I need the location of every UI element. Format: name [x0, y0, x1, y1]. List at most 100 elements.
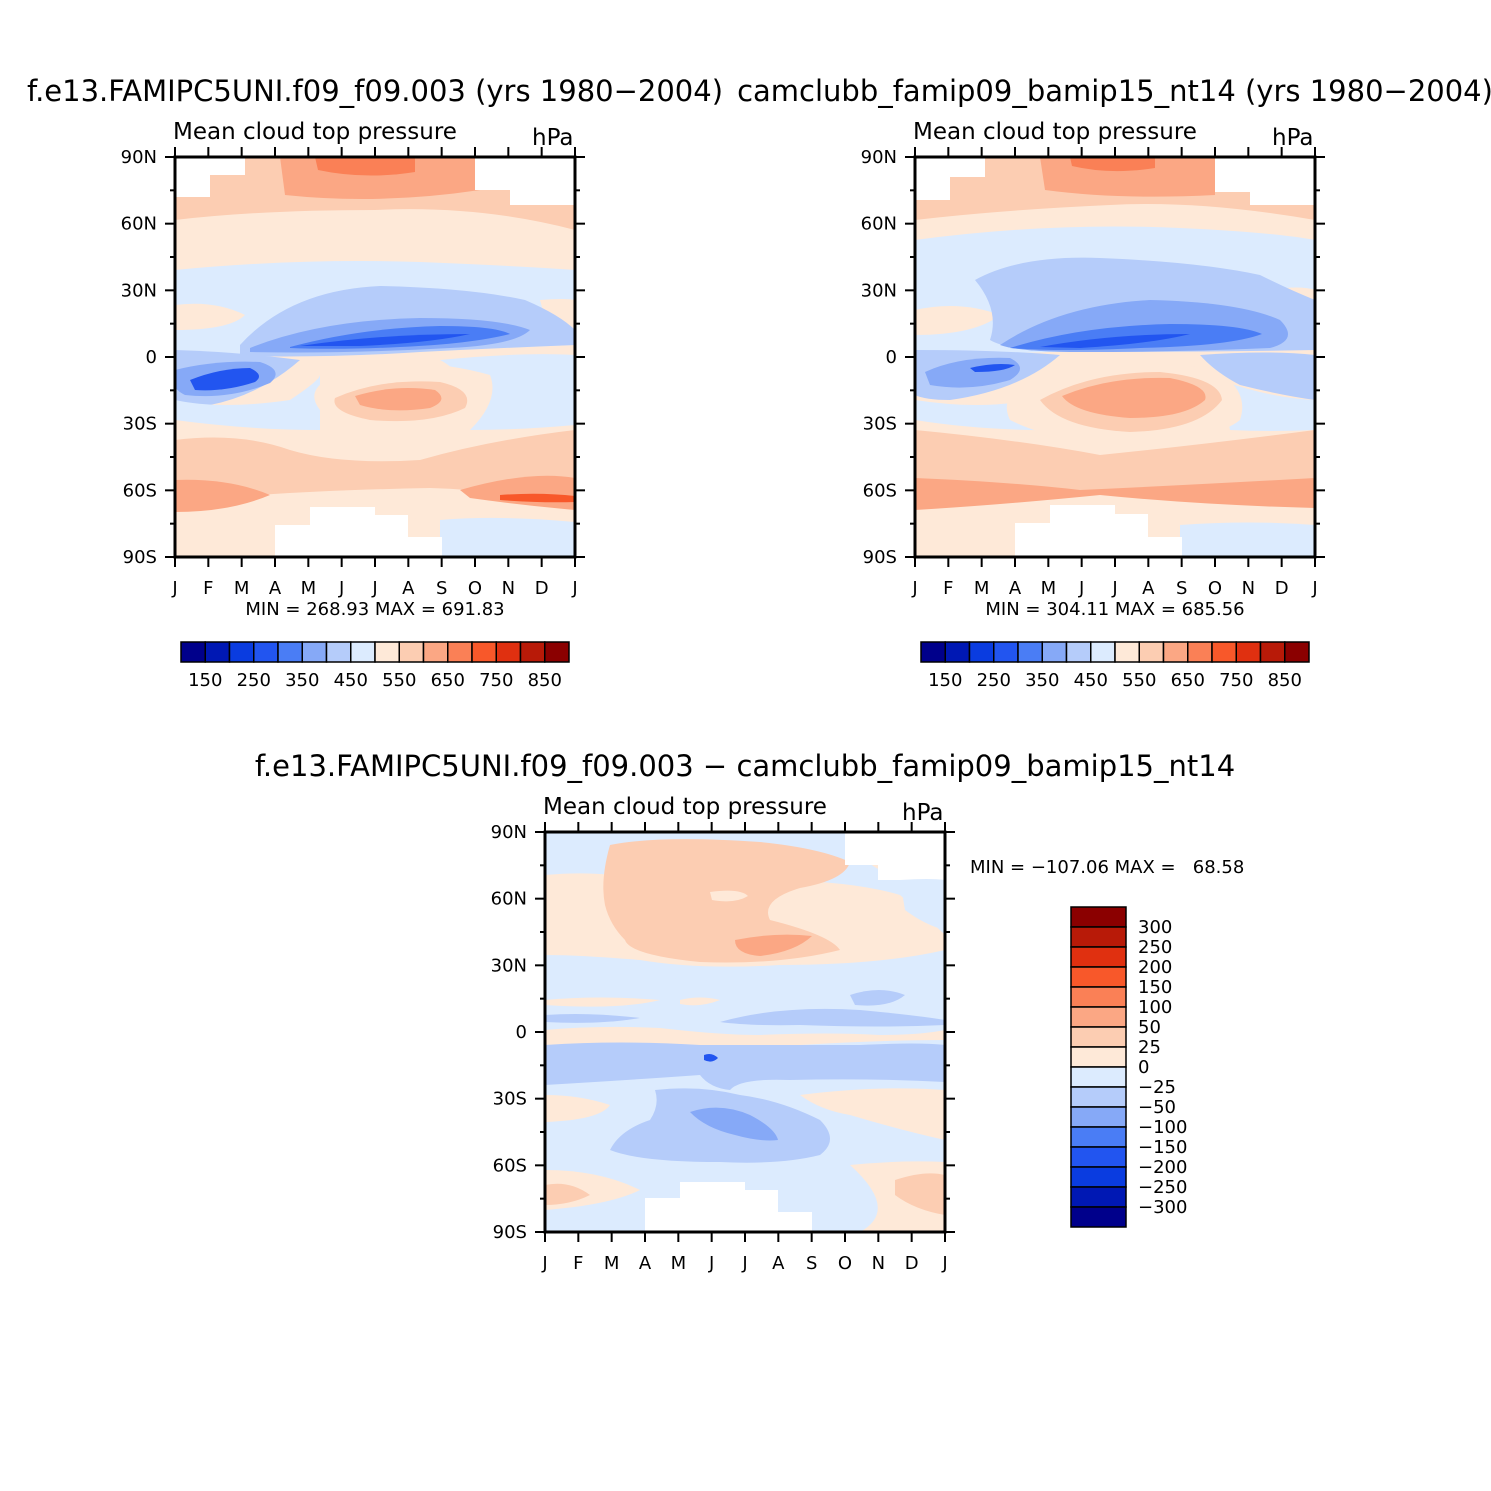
colorbar-swatch	[495, 641, 522, 663]
panel-3: f.e13.FAMIPC5UNI.f09_f09.003 − camclubb_…	[255, 749, 1244, 1274]
colorbar-swatch	[1070, 1026, 1127, 1048]
colorbar-swatch	[544, 641, 570, 663]
x-tick-label: D	[905, 1253, 919, 1274]
x-tick-label: J	[171, 578, 177, 599]
x-tick-label: M	[301, 578, 317, 599]
x-tick-label: J	[1111, 578, 1117, 599]
colorbar-swatch	[1070, 1206, 1127, 1228]
colorbar-label: 25	[1138, 1037, 1161, 1058]
colorbar-label: 550	[1122, 670, 1156, 691]
colorbar-swatch	[993, 641, 1019, 663]
y-tick-label: 60N	[121, 214, 157, 235]
colorbar-label: 150	[188, 670, 222, 691]
colorbar-swatch	[1070, 926, 1127, 948]
panel-3-subtitle: Mean cloud top pressure	[543, 794, 827, 820]
colorbar-label: 0	[1138, 1057, 1149, 1078]
x-tick-label: N	[1242, 578, 1255, 599]
y-tick-label: 90N	[491, 822, 527, 843]
panel-2-stats: MIN = 304.11 MAX = 685.56	[985, 599, 1244, 620]
colorbar-label: 250	[1138, 937, 1172, 958]
x-tick-label: M	[604, 1253, 620, 1274]
x-tick-label: O	[838, 1253, 852, 1274]
colorbar-swatch	[1070, 946, 1127, 968]
colorbar-label: −150	[1138, 1137, 1187, 1158]
x-tick-label: O	[468, 578, 482, 599]
y-tick-label: 90S	[493, 1222, 527, 1243]
panel-2-y-axis: 90N 60N 30N 0 30S 60S 90S	[861, 147, 1325, 568]
colorbar-swatch	[447, 641, 473, 663]
colorbar-label: 750	[1219, 670, 1253, 691]
x-tick-label: M	[974, 578, 990, 599]
colorbar-label: 350	[285, 670, 319, 691]
colorbar-swatch	[1070, 966, 1127, 988]
colorbar-swatch	[1138, 641, 1165, 663]
colorbar-label: −100	[1138, 1117, 1187, 1138]
colorbar-swatch	[1070, 1166, 1127, 1188]
colorbar-label: 100	[1138, 997, 1172, 1018]
colorbar-swatch	[519, 641, 546, 663]
colorbar-label: −50	[1138, 1097, 1176, 1118]
y-tick-label: 60N	[491, 889, 527, 910]
panel-2-units: hPa	[1272, 125, 1314, 151]
panel-2: camclubb_famip09_bamip15_nt14 (yrs 1980−…	[737, 74, 1491, 691]
colorbar-swatch	[422, 641, 449, 663]
colorbar-label: −250	[1138, 1177, 1187, 1198]
x-tick-label: A	[269, 578, 282, 599]
y-tick-label: 30N	[861, 280, 897, 301]
x-tick-label: D	[1275, 578, 1289, 599]
colorbar-swatch	[1070, 1186, 1127, 1208]
panel-3-units: hPa	[902, 800, 944, 826]
y-tick-label: 30N	[121, 280, 157, 301]
x-tick-label: N	[872, 1253, 885, 1274]
colorbar-swatch	[204, 641, 231, 663]
colorbar-swatch	[1211, 641, 1237, 663]
colorbar-swatch	[228, 641, 255, 663]
colorbar-swatch	[1017, 641, 1043, 663]
panel-3-y-axis: 90N 60N 30N 0 30S 60S 90S	[491, 822, 955, 1243]
panel-1-colorbar: 150 250 350 450 550 650 750 850	[180, 641, 570, 691]
colorbar-swatch	[325, 641, 352, 663]
colorbar-label: 650	[1171, 670, 1205, 691]
x-tick-label: J	[741, 1253, 747, 1274]
panel-1-y-axis: 90N 60N 30N 0 30S 60S 90S	[121, 147, 585, 568]
x-tick-label: M	[234, 578, 250, 599]
x-tick-label: A	[402, 578, 415, 599]
x-tick-label: S	[1176, 578, 1187, 599]
colorbar-swatch	[944, 641, 971, 663]
x-tick-label: A	[639, 1253, 652, 1274]
x-tick-label: S	[436, 578, 447, 599]
colorbar-label: 550	[382, 670, 416, 691]
panel-2-field	[915, 157, 1315, 557]
x-tick-label: J	[338, 578, 344, 599]
y-tick-label: 60S	[863, 480, 897, 501]
x-tick-label: J	[1078, 578, 1084, 599]
colorbar-label: 50	[1138, 1017, 1161, 1038]
panel-2-subtitle: Mean cloud top pressure	[913, 119, 1197, 145]
x-tick-label: F	[943, 578, 953, 599]
colorbar-label: 750	[479, 670, 513, 691]
colorbar-label: 450	[334, 670, 368, 691]
colorbar-swatch	[1070, 1006, 1127, 1028]
panel-2-title: camclubb_famip09_bamip15_nt14 (yrs 1980−…	[737, 74, 1491, 108]
colorbar-label: −25	[1138, 1077, 1176, 1098]
colorbar-label: 850	[528, 670, 562, 691]
colorbar-swatch	[1070, 1126, 1127, 1148]
colorbar-label: 650	[431, 670, 465, 691]
x-tick-label: J	[371, 578, 377, 599]
panel-1: f.e13.FAMIPC5UNI.f09_f09.003 (yrs 1980−2…	[27, 74, 723, 691]
colorbar-label: 250	[237, 670, 271, 691]
y-tick-label: 90S	[863, 547, 897, 568]
colorbar-swatch	[471, 641, 497, 663]
x-tick-label: F	[573, 1253, 583, 1274]
colorbar-swatch	[180, 641, 206, 663]
y-tick-label: 30N	[491, 955, 527, 976]
x-tick-label: D	[535, 578, 549, 599]
colorbar-swatch	[1162, 641, 1189, 663]
panel-3-colorbar: 30025020015010050250−25−50−100−150−200−2…	[1070, 906, 1187, 1228]
y-tick-label: 60S	[493, 1155, 527, 1176]
panel-3-field	[545, 832, 945, 1232]
x-tick-label: J	[911, 578, 917, 599]
panel-1-stats: MIN = 268.93 MAX = 691.83	[245, 599, 504, 620]
